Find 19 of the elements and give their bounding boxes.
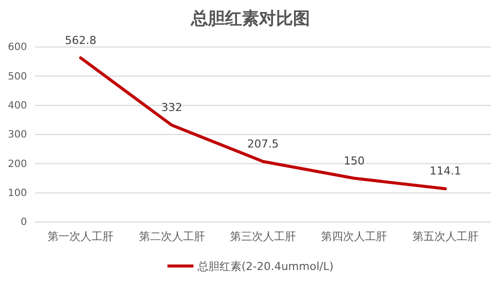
y-tick-label: 400 — [8, 100, 27, 112]
x-tick-label: 第五次人工肝 — [412, 230, 478, 243]
y-tick-label: 500 — [8, 71, 27, 82]
legend-label: 总胆红素(2-20.4ummol/L) — [196, 260, 334, 273]
y-tick-label: 600 — [8, 42, 27, 54]
data-label: 207.5 — [247, 137, 279, 150]
x-tick-label: 第三次人工肝 — [230, 230, 296, 243]
x-tick-label: 第二次人工肝 — [138, 230, 205, 243]
data-label: 150 — [344, 154, 365, 168]
data-label: 114.1 — [430, 164, 462, 178]
y-tick-label: 100 — [8, 188, 27, 200]
x-tick-label: 第一次人工肝 — [48, 230, 114, 243]
x-tick-label: 第四次人工肝 — [321, 230, 388, 243]
y-tick-label: 0 — [20, 217, 27, 228]
y-tick-label: 300 — [8, 130, 27, 141]
data-label: 562.8 — [64, 34, 96, 47]
y-tick-label: 200 — [8, 158, 27, 170]
data-label: 332 — [161, 101, 182, 114]
chart-title: 总胆红素对比图 — [190, 9, 310, 29]
